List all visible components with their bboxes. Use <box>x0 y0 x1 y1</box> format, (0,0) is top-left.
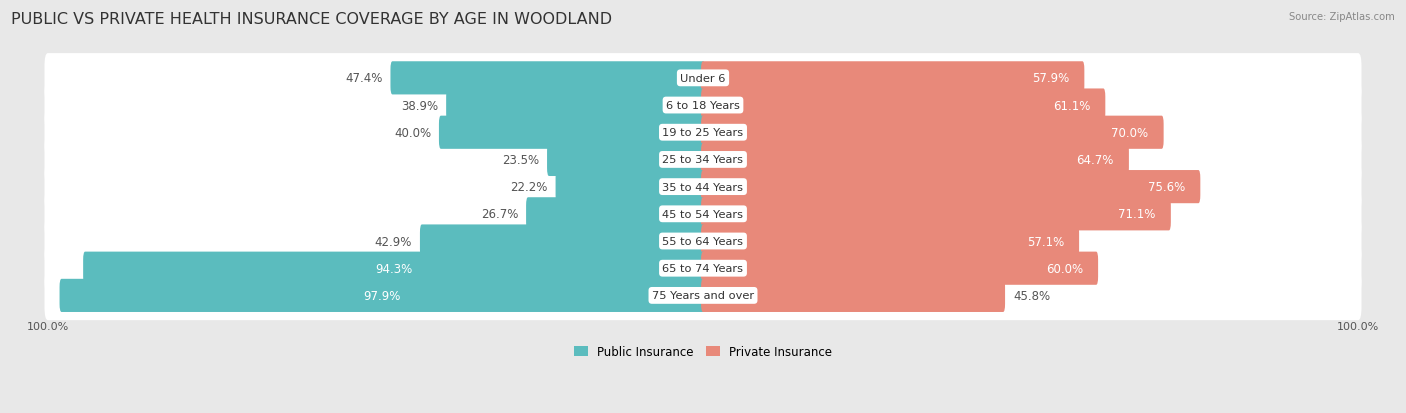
Text: 45.8%: 45.8% <box>1012 289 1050 302</box>
Text: 55 to 64 Years: 55 to 64 Years <box>662 236 744 247</box>
FancyBboxPatch shape <box>702 116 1164 150</box>
FancyBboxPatch shape <box>702 198 1171 231</box>
FancyBboxPatch shape <box>446 89 704 122</box>
FancyBboxPatch shape <box>45 108 1361 158</box>
FancyBboxPatch shape <box>702 225 1080 258</box>
Text: 6 to 18 Years: 6 to 18 Years <box>666 101 740 111</box>
FancyBboxPatch shape <box>45 244 1361 293</box>
FancyBboxPatch shape <box>702 89 1105 122</box>
Text: 70.0%: 70.0% <box>1111 126 1149 140</box>
FancyBboxPatch shape <box>555 171 704 204</box>
Text: 60.0%: 60.0% <box>1046 262 1083 275</box>
FancyBboxPatch shape <box>702 252 1098 285</box>
FancyBboxPatch shape <box>45 54 1361 103</box>
Text: Under 6: Under 6 <box>681 74 725 84</box>
Text: 71.1%: 71.1% <box>1118 208 1156 221</box>
Text: 40.0%: 40.0% <box>394 126 432 140</box>
Text: 57.9%: 57.9% <box>1032 72 1070 85</box>
Text: 25 to 34 Years: 25 to 34 Years <box>662 155 744 165</box>
Text: 22.2%: 22.2% <box>510 180 548 194</box>
Text: 64.7%: 64.7% <box>1077 154 1114 166</box>
Text: 75 Years and over: 75 Years and over <box>652 291 754 301</box>
FancyBboxPatch shape <box>439 116 704 150</box>
FancyBboxPatch shape <box>45 162 1361 212</box>
FancyBboxPatch shape <box>547 143 704 177</box>
Text: 23.5%: 23.5% <box>502 154 538 166</box>
FancyBboxPatch shape <box>526 198 704 231</box>
Text: 65 to 74 Years: 65 to 74 Years <box>662 263 744 273</box>
FancyBboxPatch shape <box>45 135 1361 185</box>
Text: 38.9%: 38.9% <box>401 99 439 112</box>
Text: PUBLIC VS PRIVATE HEALTH INSURANCE COVERAGE BY AGE IN WOODLAND: PUBLIC VS PRIVATE HEALTH INSURANCE COVER… <box>11 12 613 27</box>
FancyBboxPatch shape <box>702 171 1201 204</box>
FancyBboxPatch shape <box>45 190 1361 239</box>
Text: 94.3%: 94.3% <box>375 262 413 275</box>
Text: 47.4%: 47.4% <box>346 72 382 85</box>
FancyBboxPatch shape <box>83 252 704 285</box>
FancyBboxPatch shape <box>45 81 1361 131</box>
FancyBboxPatch shape <box>45 217 1361 266</box>
Text: 19 to 25 Years: 19 to 25 Years <box>662 128 744 138</box>
FancyBboxPatch shape <box>702 62 1084 95</box>
Text: 45 to 54 Years: 45 to 54 Years <box>662 209 744 219</box>
FancyBboxPatch shape <box>702 143 1129 177</box>
Text: 42.9%: 42.9% <box>375 235 412 248</box>
Text: 26.7%: 26.7% <box>481 208 519 221</box>
Text: 61.1%: 61.1% <box>1053 99 1090 112</box>
FancyBboxPatch shape <box>420 225 704 258</box>
Text: 97.9%: 97.9% <box>364 289 401 302</box>
Text: 75.6%: 75.6% <box>1149 180 1185 194</box>
FancyBboxPatch shape <box>45 271 1361 320</box>
Text: Source: ZipAtlas.com: Source: ZipAtlas.com <box>1289 12 1395 22</box>
FancyBboxPatch shape <box>391 62 704 95</box>
Text: 57.1%: 57.1% <box>1026 235 1064 248</box>
FancyBboxPatch shape <box>59 279 704 312</box>
FancyBboxPatch shape <box>702 279 1005 312</box>
Legend: Public Insurance, Private Insurance: Public Insurance, Private Insurance <box>569 341 837 363</box>
Text: 35 to 44 Years: 35 to 44 Years <box>662 182 744 192</box>
